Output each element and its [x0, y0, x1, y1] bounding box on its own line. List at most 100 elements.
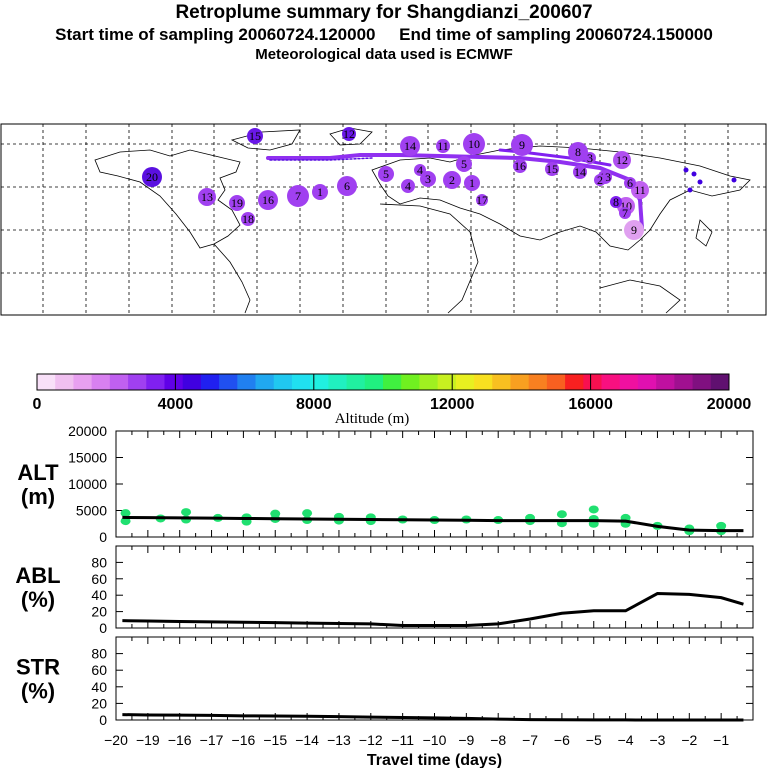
colorbar-segment — [255, 374, 275, 390]
start-time: Start time of sampling 20060724.120000 — [55, 25, 376, 44]
colorbar-segment — [492, 374, 511, 390]
x-tick-label: −16 — [168, 732, 192, 748]
trajectory-marker-label: 13 — [201, 190, 213, 204]
trajectory-marker — [594, 174, 606, 186]
trajectory-marker-label: 6 — [627, 176, 633, 190]
trajectory-marker-label: 11 — [634, 183, 646, 197]
y-tick-label: 0 — [99, 529, 107, 545]
trajectory-marker-label: 9 — [519, 138, 525, 152]
x-tick-label: −2 — [681, 732, 697, 748]
series-line — [122, 515, 744, 533]
colorbar-segment — [419, 374, 439, 390]
trajectory-marker-label: 8 — [575, 145, 581, 159]
trajectory-marker-label: 12 — [616, 153, 628, 167]
trajectory-marker-label: 1 — [469, 176, 475, 190]
colorbar-segment — [182, 374, 202, 390]
x-tick-label: −11 — [391, 732, 414, 748]
colorbar-segment — [637, 374, 657, 390]
y-tick-label: 80 — [91, 554, 107, 570]
colorbar-segment — [91, 374, 111, 390]
trajectory-marker — [511, 134, 533, 156]
trajectory-point — [697, 179, 703, 185]
y-tick-label: 0 — [99, 620, 107, 636]
trajectory-marker — [312, 184, 328, 200]
trajectory-marker-label: 9 — [631, 223, 637, 237]
colorbar-segment — [656, 374, 675, 390]
trajectory-marker-label: 5 — [461, 157, 467, 171]
x-tick-label: −19 — [136, 732, 160, 748]
panel-ylabel: ABL (%) — [15, 563, 60, 612]
panel-ylabel: ALT (m) — [17, 460, 59, 509]
trajectory-marker — [463, 133, 485, 155]
chart-title: Retroplume summary for Shangdianzi_20060… — [175, 2, 593, 23]
colorbar-segment — [291, 374, 311, 390]
trajectory-marker-label: 7 — [622, 206, 628, 220]
panel-ylabel-line: ABL — [15, 563, 60, 588]
trajectory-marker — [624, 220, 644, 240]
colorbar-segment — [273, 374, 293, 390]
x-tick-label: −7 — [522, 732, 538, 748]
trajectory-marker — [247, 128, 263, 144]
trajectory-marker — [400, 136, 420, 156]
colorbar-tick-label: 12000 — [430, 396, 475, 413]
colorbar-segment — [200, 374, 220, 390]
trajectory-marker — [142, 167, 162, 187]
trajectory-marker — [378, 166, 394, 182]
x-tick-label: −1 — [713, 732, 729, 748]
colorbar-segment — [383, 374, 402, 390]
altitude-scatter-point — [120, 517, 131, 526]
y-tick-label: 60 — [91, 662, 107, 678]
series-line — [122, 713, 744, 722]
trajectory-marker-label: 4 — [405, 179, 411, 193]
trajectory-marker-label: 14 — [404, 139, 416, 153]
colorbar-tick-label: 0 — [33, 396, 42, 413]
trajectory-marker-label: 11 — [437, 139, 449, 153]
colorbar-tick-label: 20000 — [707, 396, 752, 413]
end-time: End time of sampling 20060724.150000 — [399, 25, 713, 44]
trajectory-marker — [610, 196, 622, 208]
trajectory-marker-label: 16 — [514, 159, 526, 173]
trajectory-marker — [258, 190, 278, 210]
trajectory-marker-label: 2 — [449, 173, 455, 187]
colorbar-segment — [710, 374, 730, 390]
colorbar-tick-label: 8000 — [296, 396, 332, 413]
y-tick-label: 10000 — [68, 476, 107, 492]
colorbar-segment — [128, 374, 147, 390]
altitude-scatter-point — [181, 508, 192, 517]
trajectory-marker-label: 4 — [417, 163, 423, 177]
panel-frame — [115, 545, 754, 629]
panel-frame — [115, 636, 754, 721]
trajectory-marker — [545, 162, 559, 176]
colorbar-segment — [55, 374, 74, 390]
trajectory-marker-label: 17 — [476, 193, 488, 207]
met-data-note: Meteorological data used is ECMWF — [255, 46, 513, 63]
trajectory-marker-label: 15 — [249, 129, 261, 143]
trajectory-marker — [337, 176, 357, 196]
trajectory-marker-label: 12 — [343, 127, 355, 141]
trajectory-marker — [624, 177, 636, 189]
x-tick-label: −8 — [490, 732, 506, 748]
colorbar-segment — [510, 374, 530, 390]
trajectory-marker-label: 19 — [231, 196, 243, 210]
trajectory-marker-label: 8 — [613, 195, 619, 209]
x-tick-label: −15 — [263, 732, 287, 748]
colorbar-label: Altitude (m) — [335, 411, 410, 427]
trajectory-marker-label: 18 — [242, 212, 254, 226]
altitude-scatter-point — [588, 505, 599, 514]
panel-ylabel-line: (%) — [21, 679, 55, 704]
x-tick-label: −12 — [359, 732, 383, 748]
colorbar-segment — [546, 374, 566, 390]
x-tick-label: −5 — [586, 732, 602, 748]
panel-ylabel-line: ALT — [17, 460, 59, 485]
trajectory-marker-label: 15 — [546, 162, 558, 176]
colorbar-segment — [692, 374, 712, 390]
trajectory-marker-label: 6 — [344, 179, 350, 193]
colorbar-segment — [346, 374, 366, 390]
colorbar-segment — [565, 374, 584, 390]
panel-ylabel-line: STR — [16, 655, 60, 680]
altitude-scatter-point — [556, 510, 567, 519]
x-tick-label: −14 — [295, 732, 319, 748]
